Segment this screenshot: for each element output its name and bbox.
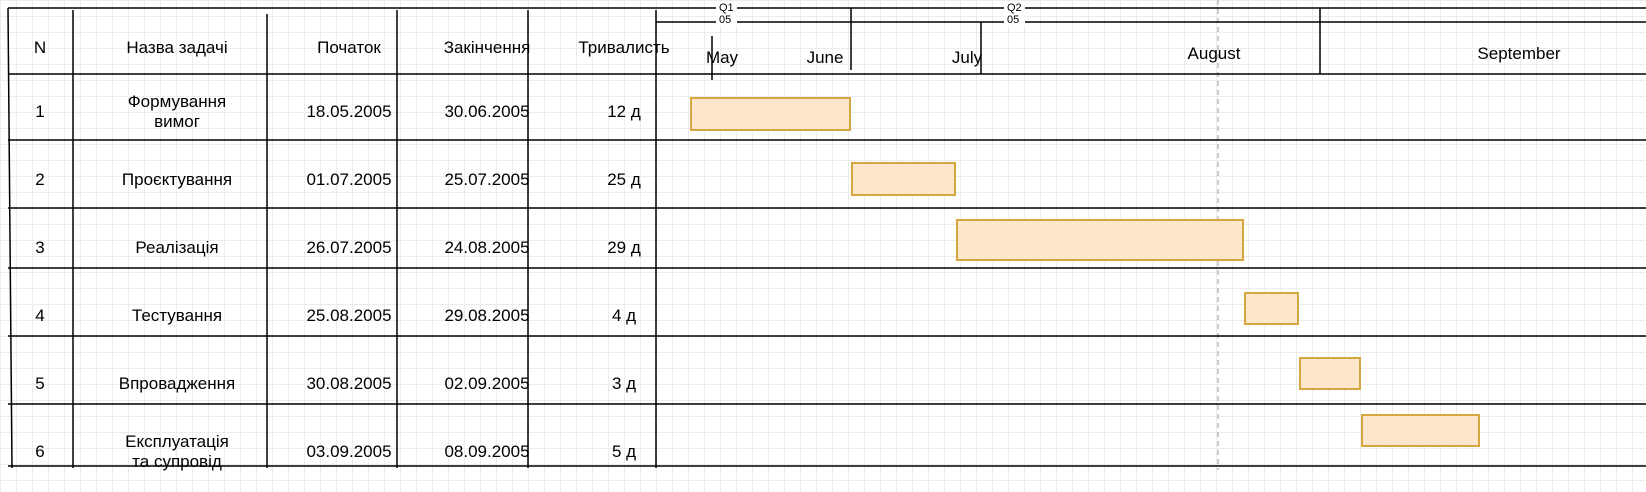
task-number: 4 <box>35 306 45 325</box>
header-n: N <box>33 38 47 57</box>
task-bar <box>1244 292 1299 325</box>
task-bar <box>955 219 1245 261</box>
month-july: July <box>951 48 983 67</box>
task-start: 18.05.2005 <box>306 102 392 121</box>
task-end: 25.07.2005 <box>444 170 530 189</box>
task-bar <box>1360 414 1481 447</box>
month-september: September <box>1477 44 1561 63</box>
task-end: 29.08.2005 <box>444 306 530 325</box>
month-august: August <box>1187 44 1241 63</box>
task-start: 01.07.2005 <box>306 170 392 189</box>
task-end: 30.06.2005 <box>444 102 530 121</box>
header-duration: Тривалисть <box>578 38 670 57</box>
task-start: 26.07.2005 <box>306 238 392 257</box>
task-end: 24.08.2005 <box>444 238 530 257</box>
task-name: Формування вимог <box>127 92 227 131</box>
quarter-label-q1: Q1 05 <box>716 2 737 26</box>
task-duration: 29 д <box>607 238 641 257</box>
table-left-border <box>7 7 13 469</box>
task-number: 2 <box>35 170 45 189</box>
task-duration: 4 д <box>611 306 637 325</box>
task-bar <box>851 162 956 196</box>
task-number: 5 <box>35 374 45 393</box>
task-number: 1 <box>35 102 45 121</box>
header-task-name: Назва задачі <box>126 38 228 57</box>
month-may: May <box>705 48 739 67</box>
task-name: Впровадження <box>118 374 236 393</box>
task-bar <box>1299 357 1361 390</box>
task-start: 25.08.2005 <box>306 306 392 325</box>
task-end: 02.09.2005 <box>444 374 530 393</box>
task-name: Тестування <box>131 306 223 325</box>
task-duration: 25 д <box>607 170 641 189</box>
task-number: 3 <box>35 238 45 257</box>
task-start: 30.08.2005 <box>306 374 392 393</box>
task-name: Проєктування <box>121 170 233 189</box>
task-number: 6 <box>35 442 45 461</box>
task-duration: 3 д <box>611 374 637 393</box>
task-duration: 12 д <box>607 102 641 121</box>
quarter-label-q2: Q2 05 <box>1004 2 1025 26</box>
task-bar <box>690 97 851 131</box>
header-start: Початок <box>317 38 381 57</box>
task-duration: 5 д <box>611 442 637 461</box>
task-end: 08.09.2005 <box>444 442 530 461</box>
month-june: June <box>806 48 844 67</box>
task-name: Реалізація <box>135 238 219 257</box>
task-name: Експлуатація та супровід <box>125 432 229 471</box>
header-end: Закінчення <box>443 38 531 57</box>
task-start: 03.09.2005 <box>306 442 392 461</box>
